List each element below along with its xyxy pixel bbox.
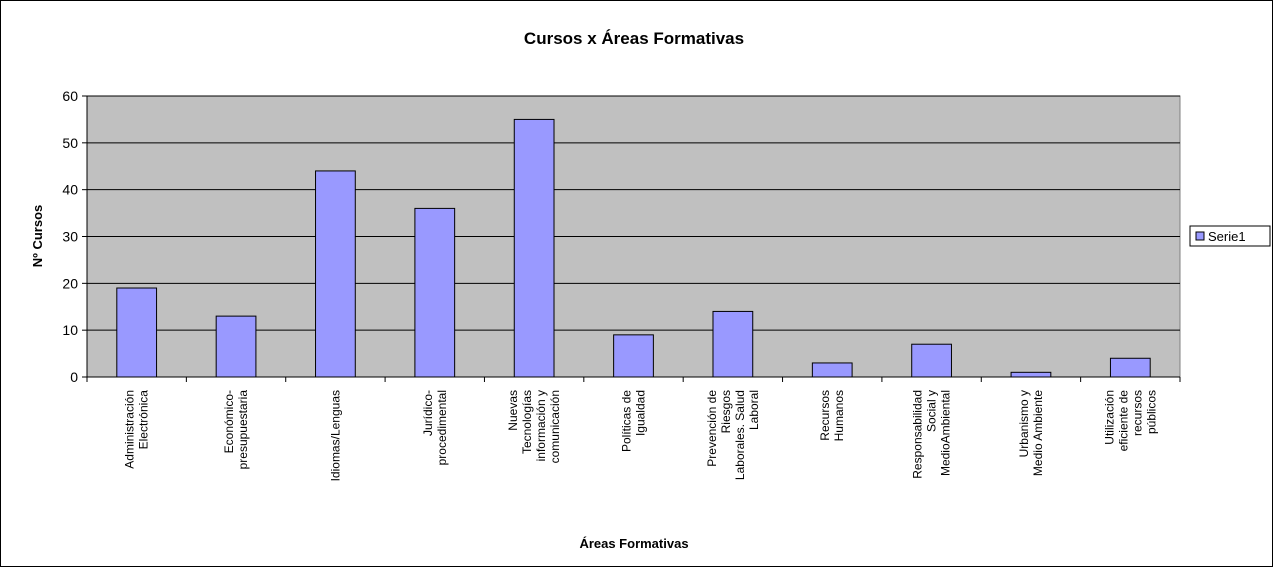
x-tick-label: NuevasTecnologíasinformación ycomunicaci…: [506, 390, 562, 463]
bar: [414, 207, 456, 378]
x-axis-label: Áreas Formativas: [579, 536, 688, 551]
bar: [712, 310, 754, 378]
y-tick-label: 30: [62, 229, 78, 245]
bar: [215, 315, 257, 378]
bar: [811, 362, 853, 378]
bar: [911, 343, 952, 378]
legend-swatch: [1195, 231, 1205, 241]
x-tick-label: Económico-presupuestaria: [222, 390, 250, 470]
bar: [613, 334, 654, 378]
x-tick-label: Prevención deRiesgosLaborales. SaludLabo…: [705, 390, 761, 480]
y-tick-label: 50: [62, 135, 78, 151]
chart-title: Cursos x Áreas Formativas: [524, 29, 744, 48]
x-tick-label: Urbanismo yMedio Ambiente: [1017, 390, 1045, 476]
bar: [116, 287, 158, 378]
bar: [1010, 371, 1052, 378]
x-tick-label: ResponsabilidadSocial yMedioAmbiental: [911, 390, 953, 479]
x-tick-label: RecursosHumanos: [818, 390, 846, 441]
y-tick-label: 20: [62, 275, 78, 291]
y-tick-label: 60: [62, 88, 78, 104]
y-axis-label: Nº Cursos: [30, 205, 45, 268]
y-tick-label: 40: [62, 182, 78, 198]
x-tick-label: Políticas deIgualdad: [620, 390, 648, 452]
y-tick-label: 0: [70, 369, 78, 385]
bar: [315, 170, 356, 378]
bar: [513, 118, 555, 378]
x-tick-label: Idiomas/Lenguas: [328, 390, 342, 481]
legend-label: Serie1: [1208, 229, 1246, 244]
y-tick-label: 10: [62, 322, 78, 338]
legend-box: [1189, 225, 1271, 247]
x-tick-label: Utilizacióneficiente derecursospúblicos: [1102, 390, 1158, 452]
x-tick-label: AdministraciónElectrónica: [123, 390, 151, 469]
x-tick-label: Jurídico-procedimental: [421, 390, 449, 465]
bar: [1109, 357, 1151, 378]
